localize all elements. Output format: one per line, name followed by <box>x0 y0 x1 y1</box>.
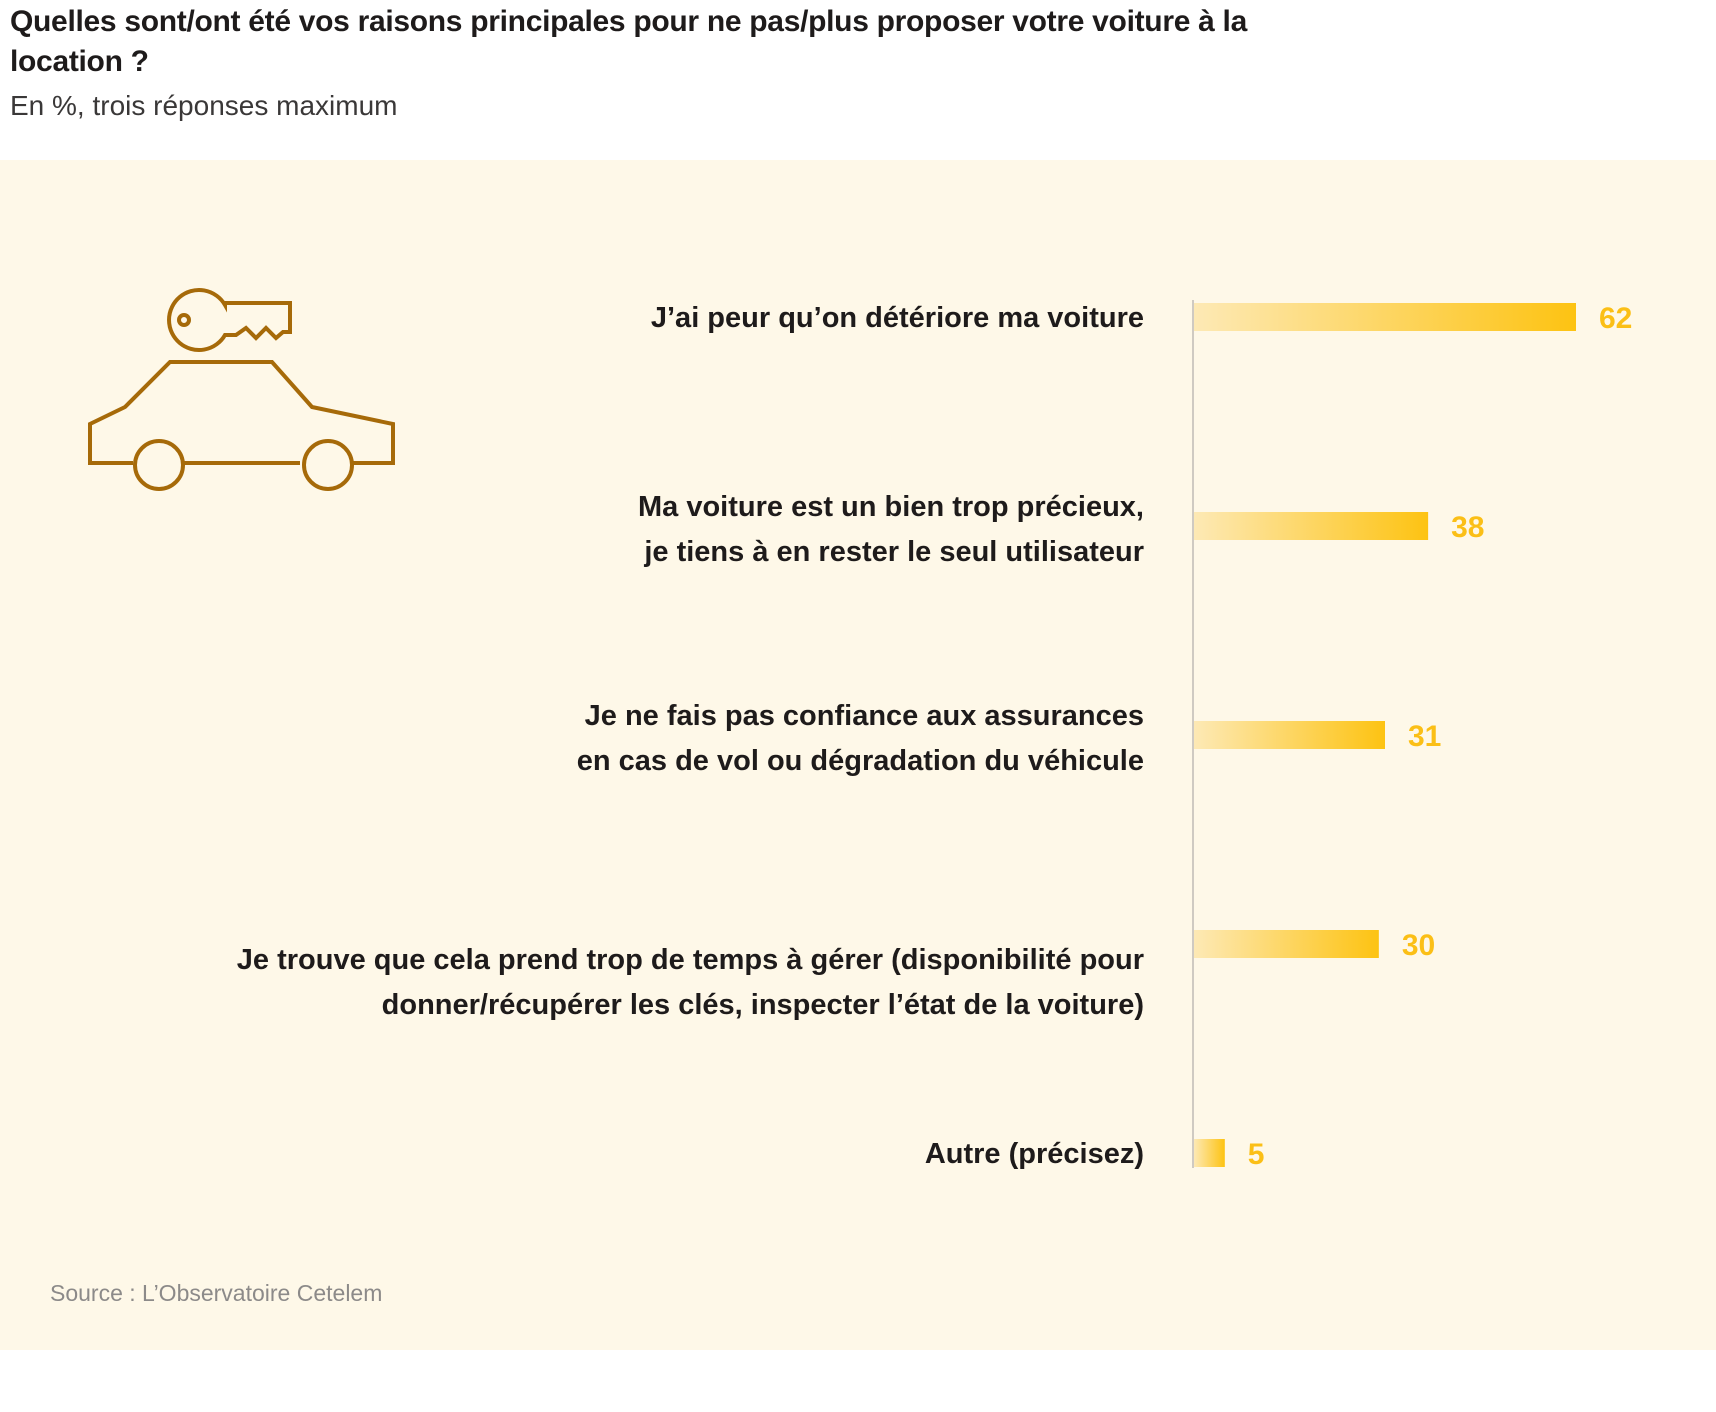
car-wheel-icon <box>302 439 354 491</box>
data-label: 38 <box>1451 511 1484 544</box>
bar <box>1194 512 1429 540</box>
category-label: Ma voiture est un bien trop précieux, <box>638 491 1144 523</box>
source-note: Source : L’Observatoire Cetelem <box>50 1280 383 1306</box>
category-label: Je trouve que cela prend trop de temps à… <box>237 944 1144 976</box>
bar <box>1194 1139 1225 1167</box>
car-with-key-icon <box>88 288 395 491</box>
bar <box>1194 930 1379 958</box>
bar <box>1194 303 1576 331</box>
bar <box>1194 721 1385 749</box>
chart-panel <box>0 160 1716 1350</box>
chart-subtitle: En %, trois réponses maximum <box>10 90 398 121</box>
category-label: Je ne fais pas confiance aux assurances <box>585 700 1144 732</box>
data-label: 30 <box>1402 929 1435 962</box>
category-label: je tiens à en rester le seul utilisateur <box>643 536 1144 568</box>
category-label: donner/récupérer les clés, inspecter l’é… <box>382 989 1144 1021</box>
data-label: 31 <box>1408 720 1441 753</box>
car-wheel-icon <box>133 439 185 491</box>
category-label: en cas de vol ou dégradation du véhicule <box>577 745 1144 777</box>
category-label: Autre (précisez) <box>925 1138 1144 1170</box>
car-body-icon <box>88 360 395 465</box>
category-label: J’ai peur qu’on détériore ma voiture <box>651 302 1144 334</box>
chart-title: Quelles sont/ont été vos raisons princip… <box>10 5 1247 78</box>
data-label: 62 <box>1599 302 1632 335</box>
key-icon <box>167 288 292 352</box>
data-label: 5 <box>1248 1138 1265 1171</box>
